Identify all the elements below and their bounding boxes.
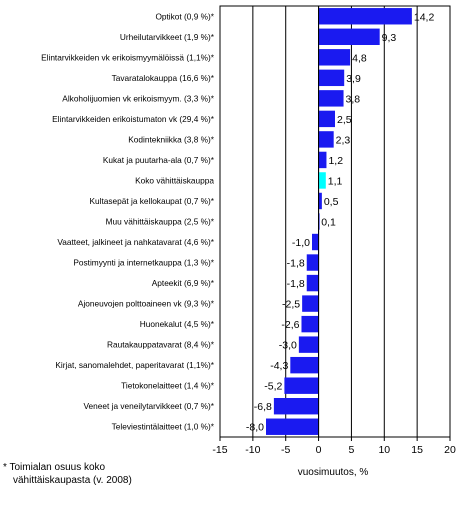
- value-label-1: 9,3: [382, 32, 397, 44]
- bar-14: [302, 295, 319, 312]
- bar-17: [290, 356, 319, 374]
- value-label-7: 1,2: [328, 155, 343, 167]
- value-label-17: -4,3: [270, 360, 288, 372]
- category-label-17: Kirjat, sanomalehdet, paperitavarat (1,1…: [55, 360, 214, 370]
- value-labels: 14,2 9,3 4,8 3,9 3,8 2,5 2,3 1,2 1,1 0,5 0,1 -1,0 -1…: [246, 11, 435, 433]
- bar-18: [284, 377, 319, 394]
- category-label-18: Tietokonelaitteet (1,4 %)*: [121, 381, 215, 391]
- value-label-13: -1,8: [287, 278, 305, 290]
- bar-9: [318, 192, 322, 210]
- category-label-14: Ajoneuvojen polttoaineen vk (9,3 %)*: [78, 299, 215, 309]
- footnote-line-2: vähittäiskaupasta (v. 2008): [13, 474, 132, 486]
- x-tick-label-2: -5: [281, 444, 290, 456]
- bar-2: [318, 49, 351, 66]
- category-labels: Optikot (0,9 %)* Urheilutarvikkeet (1,9 %…: [41, 11, 215, 431]
- value-label-6: 2,3: [336, 134, 351, 146]
- bar-19: [273, 398, 319, 415]
- bar-16: [298, 336, 319, 353]
- value-label-20: -8,0: [246, 422, 264, 434]
- category-label-7: Kukat ja puutarha-ala (0,7 %)*: [103, 155, 215, 165]
- value-label-19: -6,8: [254, 401, 272, 413]
- x-tick-label-0: -15: [212, 444, 227, 456]
- x-axis-title: vuosimuutos, %: [298, 467, 369, 478]
- category-label-4: Alkoholijuomien vk erikoismyym. (3,3 %)*: [62, 93, 214, 103]
- bar-15: [301, 315, 319, 333]
- category-label-20: Televiestintälaitteet (1,0 %)*: [112, 422, 215, 432]
- value-label-18: -5,2: [264, 381, 282, 393]
- value-label-0: 14,2: [414, 11, 435, 23]
- bar-5: [318, 110, 335, 128]
- x-tick-label-4: 5: [349, 444, 355, 456]
- x-tick-label-5: 10: [378, 444, 390, 456]
- category-label-19: Veneet ja veneilytarvikkeet (0,7 %)*: [83, 401, 214, 411]
- bar-20: [266, 418, 319, 435]
- value-label-3: 3,9: [346, 73, 361, 85]
- bar-6: [318, 131, 334, 148]
- category-label-1: Urheilutarvikkeet (1,9 %)*: [120, 32, 215, 42]
- value-label-8: 1,1: [328, 175, 343, 187]
- bar-1: [318, 28, 380, 45]
- bar-13: [306, 274, 319, 292]
- bar-8: [318, 172, 326, 189]
- x-tick-label-3: 0: [316, 444, 322, 456]
- category-label-8: Koko vähittäiskauppa: [135, 175, 214, 185]
- chart-bars: [266, 6, 412, 437]
- category-label-3: Tavaratalokauppa (16,6 %)*: [112, 73, 215, 83]
- bar-12: [306, 254, 319, 271]
- value-label-11: -1,0: [292, 237, 310, 249]
- bar-3: [318, 69, 345, 87]
- value-label-16: -3,0: [279, 340, 297, 352]
- bar-0: [318, 8, 412, 25]
- category-label-11: Vaatteet, jalkineet ja nahkatavarat (4,6…: [57, 237, 214, 247]
- category-label-12: Postimyynti ja internetkauppa (1,3 %)*: [73, 258, 214, 268]
- x-tick-label-6: 15: [411, 444, 423, 456]
- value-label-9: 0,5: [324, 196, 339, 208]
- value-label-2: 4,8: [352, 52, 367, 64]
- category-label-15: Huonekalut (4,5 %)*: [140, 319, 215, 329]
- bar-4: [318, 90, 344, 107]
- category-label-6: Kodintekniikka (3,8 %)*: [128, 134, 215, 144]
- category-label-9: Kultasepät ja kellokaupat (0,7 %)*: [89, 196, 214, 206]
- value-label-10: 0,1: [321, 217, 336, 229]
- value-label-12: -1,8: [287, 258, 305, 270]
- x-tick-labels: -15 -10 -5 0 5 10 15 20: [212, 444, 456, 456]
- bar-7: [318, 151, 327, 169]
- category-label-13: Apteekit (6,9 %)*: [152, 278, 215, 288]
- value-label-5: 2,5: [337, 114, 352, 126]
- footnote: * Toimialan osuus koko vähittäiskaupasta…: [3, 462, 223, 487]
- category-label-5: Elintarvikkeiden erikoistumaton vk (29,4…: [52, 114, 215, 124]
- plot-frame: [219, 5, 451, 438]
- category-label-0: Optikot (0,9 %)*: [155, 11, 214, 21]
- category-label-2: Elintarvikkeiden vk erikoismyymälöissä (…: [41, 52, 215, 62]
- value-label-4: 3,8: [346, 93, 361, 105]
- value-label-15: -2,6: [281, 319, 299, 331]
- footnote-line-1: * Toimialan osuus koko: [3, 462, 106, 473]
- x-tick-label-7: 20: [444, 444, 456, 456]
- category-label-10: Muu vähittäiskauppa (2,5 %)*: [106, 217, 215, 227]
- bar-11: [312, 233, 319, 251]
- category-label-16: Rautakauppatavarat (8,4 %)*: [107, 340, 215, 350]
- x-tick-label-1: -10: [245, 444, 260, 456]
- value-label-14: -2,5: [282, 299, 300, 311]
